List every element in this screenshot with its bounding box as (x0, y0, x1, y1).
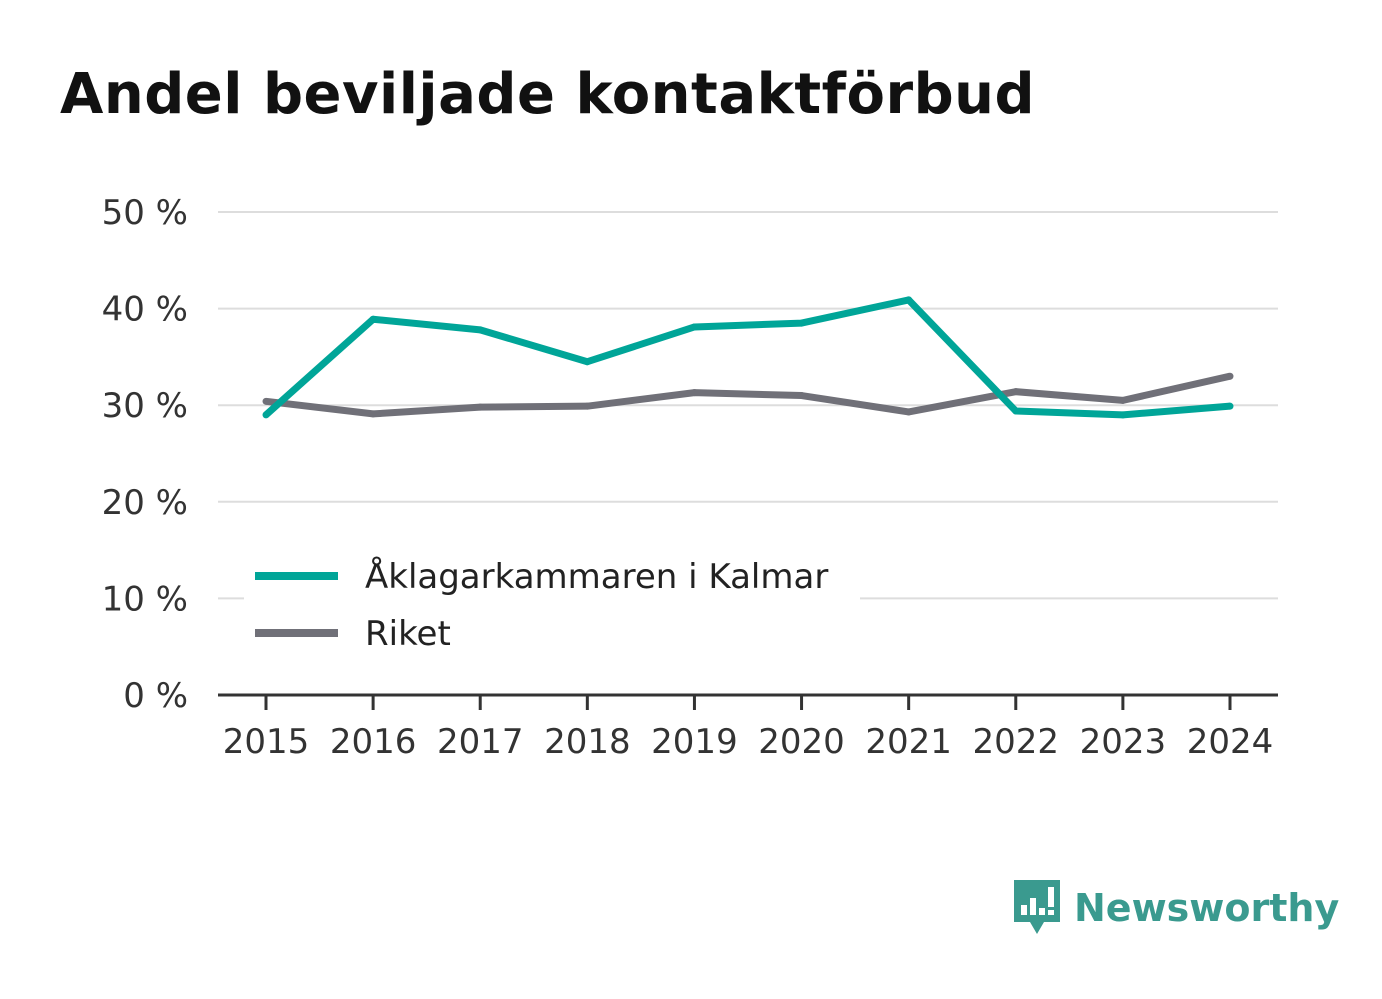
gridlines (218, 211, 1278, 600)
x-tick-label: 2020 (758, 722, 845, 762)
chart-title: Andel beviljade kontaktförbud (60, 62, 1036, 127)
data-point (476, 403, 484, 411)
data-point (690, 323, 698, 331)
legend: Åklagarkammaren i Kalmar Riket (244, 545, 860, 665)
data-point (798, 392, 806, 400)
data-point (1226, 402, 1234, 410)
x-tick-label: 2024 (1187, 722, 1274, 762)
data-point (905, 296, 913, 304)
data-point (1226, 372, 1234, 380)
x-tick-label: 2016 (330, 722, 417, 762)
y-axis-ticks: 0 % 10 % 20 % 30 % 40 % 50 % (102, 193, 188, 716)
x-tick-label: 2022 (973, 722, 1060, 762)
x-tick-label: 2017 (437, 722, 524, 762)
data-point (369, 410, 377, 418)
series-line-0 (263, 296, 1231, 419)
x-tick-label: 2021 (865, 722, 952, 762)
data-point (1119, 411, 1127, 419)
x-tick-label: 2015 (223, 722, 310, 762)
y-tick-label: 10 % (102, 579, 188, 619)
legend-label: Åklagarkammaren i Kalmar (365, 556, 828, 597)
data-point (369, 315, 377, 323)
x-axis: 2015 2016 2017 2018 2019 2020 2021 2022 2023 2024 (218, 693, 1278, 762)
newsworthy-logo: Newsworthy (1012, 878, 1339, 938)
x-tick-label: 2019 (651, 722, 738, 762)
brand-name: Newsworthy (1074, 886, 1340, 930)
y-tick-label: 50 % (102, 193, 188, 233)
data-point (798, 319, 806, 327)
x-tick-label: 2023 (1080, 722, 1167, 762)
x-tick-label: 2018 (544, 722, 631, 762)
data-point (1012, 388, 1020, 396)
y-tick-label: 20 % (102, 483, 188, 523)
data-point (583, 402, 591, 410)
bar-chart-speech-bubble-icon (1014, 880, 1060, 934)
y-tick-label: 40 % (102, 290, 188, 330)
series-lines (262, 296, 1234, 419)
data-point (583, 358, 591, 366)
data-point (476, 326, 484, 334)
data-point (1012, 407, 1020, 415)
data-point (905, 408, 913, 416)
series-line-1 (265, 372, 1231, 418)
legend-label: Riket (365, 614, 451, 654)
y-tick-label: 30 % (102, 386, 188, 426)
data-point (262, 411, 270, 419)
data-point (262, 397, 270, 405)
data-point (690, 389, 698, 397)
legend-background (244, 545, 860, 665)
data-point (1119, 396, 1127, 404)
y-tick-label: 0 % (123, 676, 188, 716)
